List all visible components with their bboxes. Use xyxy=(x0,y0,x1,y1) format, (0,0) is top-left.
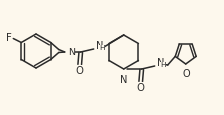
Text: H: H xyxy=(160,62,166,68)
Text: N: N xyxy=(120,74,127,84)
Text: O: O xyxy=(137,82,145,92)
Text: N: N xyxy=(68,48,75,56)
Text: N: N xyxy=(157,58,164,67)
Text: F: F xyxy=(6,33,12,43)
Text: H: H xyxy=(99,45,105,51)
Text: N: N xyxy=(96,41,103,51)
Text: O: O xyxy=(183,68,191,78)
Text: O: O xyxy=(76,65,84,75)
